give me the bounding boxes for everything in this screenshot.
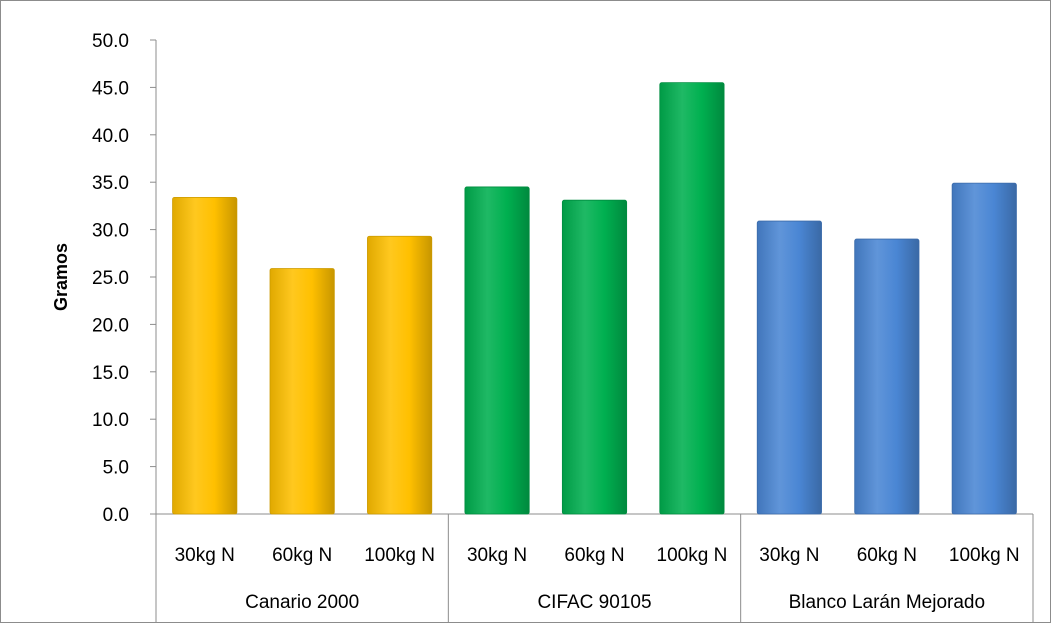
group-label: CIFAC 90105: [537, 592, 651, 613]
y-tick-label: 45.0: [92, 78, 129, 99]
bar: [269, 268, 335, 515]
x-category-label: 100kg N: [657, 545, 728, 566]
y-tick-label: 40.0: [92, 126, 129, 147]
x-category-label: 100kg N: [949, 545, 1020, 566]
bar: [659, 82, 725, 515]
group-label: Canario 2000: [245, 592, 359, 613]
bar: [464, 186, 530, 515]
y-tick-label: 0.0: [103, 505, 129, 526]
y-tick-label: 5.0: [103, 458, 129, 479]
x-category-label: 60kg N: [564, 545, 624, 566]
x-category-label: 30kg N: [759, 545, 819, 566]
y-tick-label: 20.0: [92, 315, 129, 336]
bar: [854, 238, 920, 515]
x-category-label: 30kg N: [467, 545, 527, 566]
bar: [172, 196, 238, 515]
y-tick-label: 35.0: [92, 173, 129, 194]
group-label: Blanco Larán Mejorado: [789, 592, 985, 613]
x-category-label: 60kg N: [857, 545, 917, 566]
y-tick-label: 30.0: [92, 221, 129, 242]
x-category-label: 30kg N: [175, 545, 235, 566]
x-category-label: 100kg N: [364, 545, 435, 566]
y-tick-label: 50.0: [92, 31, 129, 52]
y-tick-label: 15.0: [92, 363, 129, 384]
y-tick-label: 25.0: [92, 268, 129, 289]
y-tick-label: 10.0: [92, 410, 129, 431]
y-axis-title: Gramos: [51, 243, 71, 311]
x-category-label: 60kg N: [272, 545, 332, 566]
bar: [756, 220, 822, 515]
bar: [951, 182, 1017, 515]
bar: [367, 235, 433, 515]
bar: [561, 199, 628, 515]
